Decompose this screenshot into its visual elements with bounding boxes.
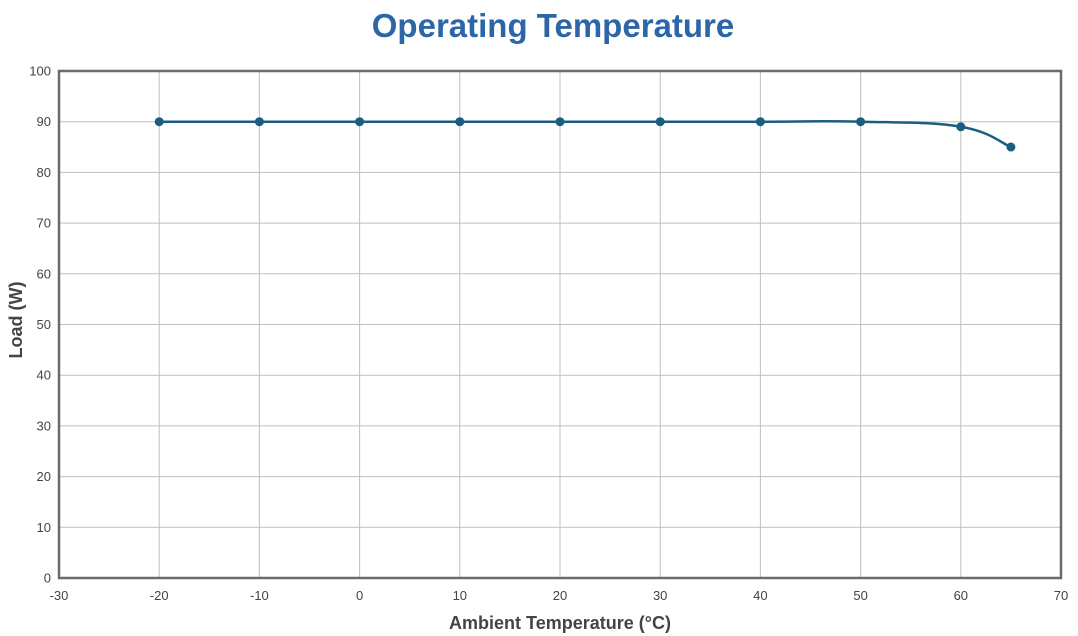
y-tick-label: 10 [37,520,51,535]
data-point [956,122,966,132]
y-tick-label: 90 [37,114,51,129]
x-tick-label: 40 [753,588,767,603]
tick-labels: -30 -20 -10 0 10 20 30 40 50 60 70 0 10 20 30 40 50 60 70 8… [29,64,1068,604]
data-point [655,117,665,127]
data-point [355,117,365,127]
chart-title: Operating Temperature [372,7,734,44]
data-point [555,117,565,127]
x-tick-label: -20 [150,588,169,603]
x-tick-label: 0 [356,588,363,603]
y-axis-title: Load (W) [6,282,26,359]
y-tick-label: 50 [37,317,51,332]
data-point [755,117,765,127]
y-tick-label: 20 [37,469,51,484]
plot-frame [57,69,1063,580]
data-point [856,117,866,127]
x-tick-label: 10 [453,588,467,603]
x-tick-label: 30 [653,588,667,603]
x-tick-label: 70 [1054,588,1068,603]
x-tick-label: -30 [50,588,69,603]
x-tick-label: 20 [553,588,567,603]
y-tick-label: 70 [37,216,51,231]
x-tick-label: 60 [954,588,968,603]
y-tick-label: 30 [37,418,51,433]
y-tick-label: 100 [29,64,51,79]
x-tick-label: -10 [250,588,269,603]
series-layer [154,117,1016,152]
series-line [159,120,1012,149]
data-point [1006,142,1016,152]
y-tick-label: 0 [44,571,51,586]
y-tick-label: 60 [37,266,51,281]
y-tick-label: 40 [37,368,51,383]
y-tick-label: 80 [37,165,51,180]
x-axis-title: Ambient Temperature (°C) [449,613,671,633]
data-point [254,117,264,127]
x-tick-label: 50 [853,588,867,603]
data-point [154,117,164,127]
data-point [455,117,465,127]
grid [59,71,1061,578]
